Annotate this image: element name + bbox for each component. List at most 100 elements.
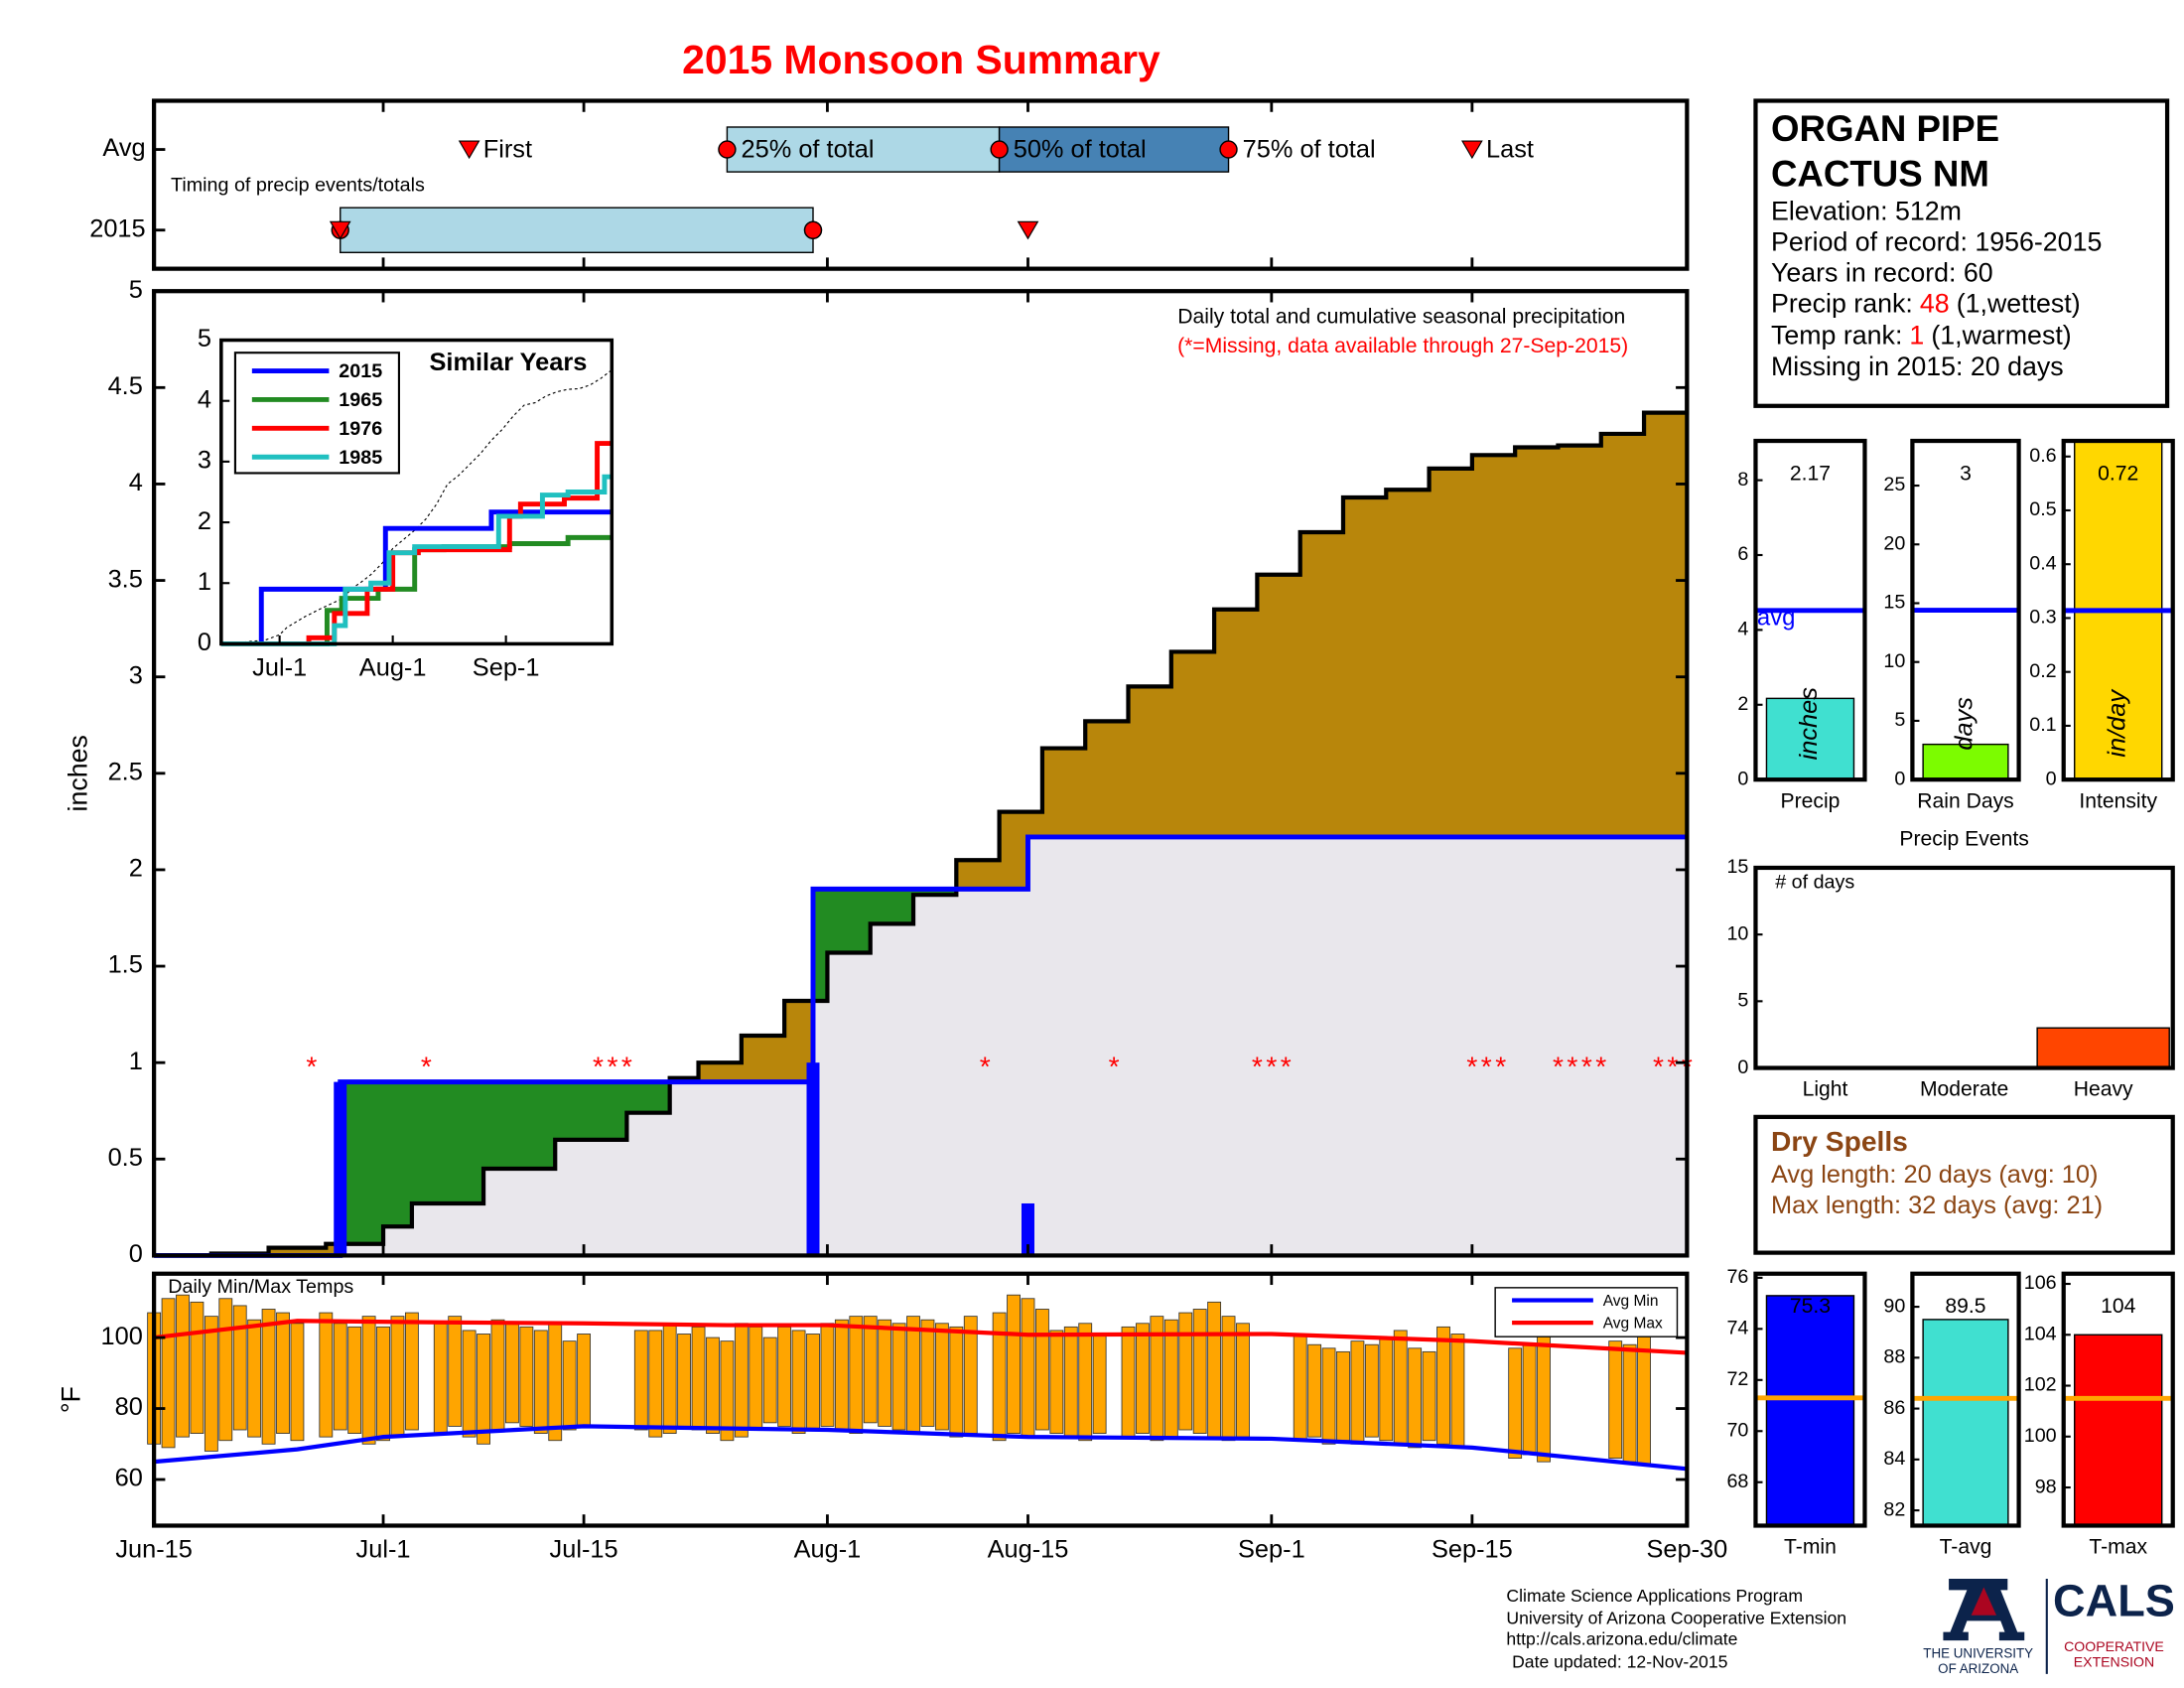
x-tick-label: Jul-1 (356, 1536, 411, 1564)
timing-box-upper (998, 126, 1230, 173)
y-tick-label: 3.5 (108, 565, 143, 593)
panel-note: # of days (1775, 872, 1854, 894)
missing-marker: * (1495, 1050, 1506, 1081)
temp-range-bar (806, 1334, 820, 1431)
bar (1922, 1319, 2009, 1526)
temp-range-bar (505, 1323, 519, 1424)
temp-range-bar (433, 1323, 448, 1434)
missing-marker: * (1581, 1050, 1592, 1081)
y-tick-label: 0.5 (2029, 498, 2056, 520)
x-tick-label: Aug-1 (794, 1536, 862, 1564)
temp-range-bar (1321, 1347, 1336, 1445)
temp-range-bar (1049, 1330, 1064, 1434)
station-name: CACTUS NM (1771, 153, 1989, 194)
y-tick-label: 88 (1883, 1346, 1905, 1368)
x-tick-label: T-max (2089, 1536, 2147, 1559)
temp-range-bar (891, 1323, 906, 1431)
temp-range-bar (1293, 1334, 1307, 1442)
temp-rank: Temp rank: 1 (1,warmest) (1771, 321, 2072, 351)
legend-label: 2015 (339, 360, 382, 382)
note: Daily total and cumulative seasonal prec… (1177, 306, 1625, 329)
temp-rank-value: 1 (1909, 321, 1924, 351)
temp-range-bar (633, 1330, 648, 1431)
station-missing: Missing in 2015: 20 days (1771, 352, 2064, 381)
temp-range-bar (1136, 1323, 1150, 1434)
temp-range-bar (519, 1326, 534, 1427)
y-tick-label: 80 (115, 1393, 143, 1421)
missing-marker: * (1653, 1050, 1664, 1081)
page-title: 2015 Monsoon Summary (682, 37, 1160, 82)
y-tick-label: 1.5 (108, 951, 143, 979)
x-tick-label: Jul-1 (252, 654, 307, 682)
value-label: 2.17 (1790, 462, 1831, 485)
temp-range-bar (777, 1326, 792, 1427)
missing-marker: * (1567, 1050, 1577, 1081)
x-tick-label: Sep-1 (473, 654, 540, 682)
missing-marker: * (607, 1050, 617, 1081)
temp-range-bar (1121, 1326, 1136, 1438)
temp-range-bar (161, 1298, 176, 1449)
y-tick-label: 0.4 (2029, 552, 2056, 574)
x-tick-label: Sep-30 (1646, 1536, 1727, 1564)
temp-range-bar (1350, 1340, 1365, 1445)
temp-range-bar (1422, 1350, 1436, 1442)
percentile-marker (803, 220, 823, 239)
legend-label: Avg Max (1603, 1316, 1663, 1333)
y-tick-label: 60 (115, 1465, 143, 1492)
temp-range-bar (1622, 1343, 1637, 1463)
temp-range-bar (1408, 1347, 1423, 1449)
temp-range-bar (462, 1330, 477, 1438)
unit-label: in/day (2103, 689, 2130, 758)
temp-range-bar (376, 1326, 390, 1442)
timing-label: 75% of total (1243, 136, 1376, 164)
unit-label: inches (1795, 687, 1823, 761)
temp-range-bar (1637, 1334, 1651, 1467)
y-tick-label: 8 (1737, 469, 1748, 491)
y-tick-label: 84 (1883, 1448, 1905, 1470)
average-line (154, 385, 1690, 1258)
event-marker (329, 220, 351, 240)
temp-range-bar (648, 1330, 663, 1438)
x-tick-label: Precip (1781, 789, 1841, 812)
series-line (220, 534, 613, 646)
y-tick-label: 2 (129, 855, 143, 883)
y-tick-label: 0 (2046, 768, 2057, 789)
temp-range-bar (820, 1323, 835, 1427)
station-box (1753, 98, 2170, 408)
missing-marker: * (1266, 1050, 1277, 1081)
percentile-marker (718, 140, 737, 159)
y-tick-label: 15 (1883, 592, 1905, 614)
y-tick-label: 74 (1726, 1318, 1748, 1339)
y-tick-label: 25 (1883, 474, 1905, 495)
y-tick-label: 0 (1737, 768, 1748, 789)
y-tick-label: 0 (1894, 768, 1905, 789)
avg-temp-line (153, 1424, 1688, 1472)
value-label: 89.5 (1945, 1295, 1985, 1318)
legend-box (1494, 1287, 1679, 1337)
temp-range-bar (319, 1312, 334, 1438)
missing-marker: * (1252, 1050, 1263, 1081)
y-tick-label: 4.5 (108, 372, 143, 400)
precip-rank-note: (1,wettest) (1957, 288, 2081, 318)
timing-label: Last (1486, 136, 1534, 164)
y-tick-label: 102 (2024, 1374, 2057, 1396)
temp-range-bar (176, 1294, 190, 1438)
event-marker (1461, 140, 1483, 160)
temp-range-bar (390, 1316, 405, 1438)
event-marker (458, 140, 480, 160)
temp-range-bar (404, 1312, 419, 1431)
temp-range-bar (920, 1319, 935, 1427)
timing-label: 25% of total (742, 136, 875, 164)
dry-spells-avg: Avg length: 20 days (avg: 10) (1771, 1161, 2098, 1189)
precip-rank-label: Precip rank: (1771, 288, 1913, 318)
legend-label: Avg Min (1603, 1293, 1659, 1310)
x-tick-label: Jul-15 (550, 1536, 618, 1564)
temp-range-bar (276, 1312, 290, 1434)
temp-range-bar (290, 1323, 305, 1442)
y-tick-label: 90 (1883, 1295, 1905, 1317)
panel-title: Daily Min/Max Temps (168, 1276, 353, 1298)
common-area (154, 836, 1688, 1256)
y-tick-label: 3 (198, 447, 211, 475)
temp-rank-label: Temp rank: (1771, 321, 1902, 351)
bar (1765, 1295, 1855, 1526)
